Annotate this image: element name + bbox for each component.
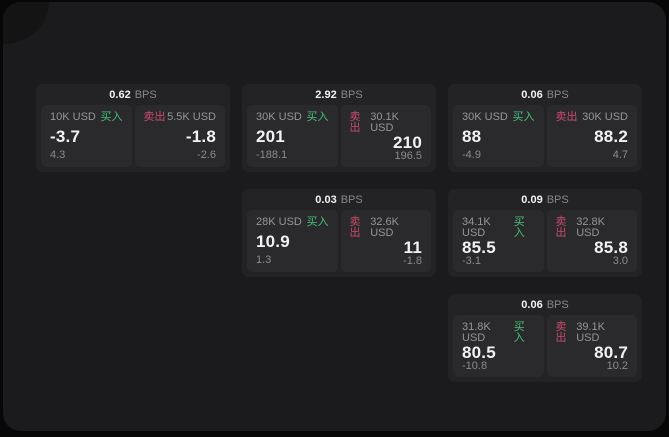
buy-tile[interactable]: 10K USD 买入 -3.7 4.3 [41,105,132,167]
sell-tile[interactable]: 卖出 39.1K USD 80.7 10.2 [546,315,637,377]
buy-sell-tiles: 10K USD 买入 -3.7 4.3 卖出 5.5K USD -1.8 -2.… [41,105,225,167]
buy-sell-tiles: 30K USD 买入 201 -188.1 卖出 30.1K USD 210 1… [247,105,431,167]
buy-price: -3.7 [50,127,81,146]
sell-amount: 30K USD [582,111,628,123]
card-header: 0.06 BPS [453,84,637,105]
sell-sub-value: 196.5 [394,150,422,162]
sell-tag: 卖出 [349,111,361,134]
buy-tag: 买入 [306,111,329,123]
sell-price: 88.2 [594,127,628,146]
sell-tag: 卖出 [555,321,567,344]
buy-price: 88 [462,127,482,146]
buy-tag: 买入 [513,321,525,344]
buy-sub-value: -4.9 [462,149,481,161]
card-header: 0.09 BPS [453,189,637,210]
buy-tile[interactable]: 30K USD 买入 88 -4.9 [453,105,544,167]
card-header: 2.92 BPS [247,84,431,105]
buy-amount: 34.1K USD [462,216,491,239]
bps-value: 0.09 [521,193,543,206]
sell-amount: 5.5K USD [167,111,216,123]
card-header: 0.03 BPS [247,189,431,210]
buy-amount: 30K USD [256,111,302,123]
bps-unit-label: BPS [134,88,157,101]
buy-amount: 31.8K USD [462,321,491,344]
sell-sub-value: 4.7 [612,149,628,161]
buy-sell-tiles: 34.1K USD 买入 85.5 -3.1 卖出 32.8K USD 85.8… [453,210,637,272]
buy-tag: 买入 [513,216,525,239]
sell-price: 85.8 [594,238,628,257]
bps-value: 0.03 [315,193,337,206]
sell-tag: 卖出 [555,216,567,239]
buy-tag: 买入 [512,111,535,123]
quote-card-4: 0.03 BPS 28K USD 买入 10.9 1.3 卖出 32.6K US… [242,189,436,277]
sell-tag: 卖出 [143,111,166,123]
sell-price: 11 [403,238,422,257]
buy-tag: 买入 [100,111,123,123]
quote-card-grid: 0.62 BPS 10K USD 买入 -3.7 4.3 卖出 5.5K USD [36,84,642,382]
sell-tile[interactable]: 卖出 5.5K USD -1.8 -2.6 [134,105,225,167]
card-header: 0.06 BPS [453,294,637,315]
buy-sub-value: 1.3 [256,254,272,266]
quote-card-1: 0.62 BPS 10K USD 买入 -3.7 4.3 卖出 5.5K USD [36,84,230,172]
sell-tag: 卖出 [555,111,578,123]
buy-sub-value: -3.1 [462,255,481,267]
buy-tag: 买入 [306,216,329,228]
bps-unit-label: BPS [546,193,569,206]
sell-amount: 30.1K USD [370,111,399,134]
buy-sub-value: -188.1 [256,149,288,161]
buy-tile[interactable]: 30K USD 买入 201 -188.1 [247,105,338,167]
quote-card-3: 0.06 BPS 30K USD 买入 88 -4.9 卖出 30K USD [448,84,642,172]
quote-card-5: 0.09 BPS 34.1K USD 买入 85.5 -3.1 卖出 32.8K… [448,189,642,277]
bps-value: 0.06 [521,88,543,101]
sell-sub-value: 10.2 [606,360,628,372]
card-header: 0.62 BPS [41,84,225,105]
buy-sell-tiles: 30K USD 买入 88 -4.9 卖出 30K USD 88.2 4.7 [453,105,637,167]
sell-tile[interactable]: 卖出 30.1K USD 210 196.5 [340,105,431,167]
sell-tile[interactable]: 卖出 32.6K USD 11 -1.8 [340,210,431,272]
buy-sub-value: -10.8 [462,360,488,372]
sell-tag: 卖出 [349,216,361,239]
buy-tile[interactable]: 34.1K USD 买入 85.5 -3.1 [453,210,544,272]
bps-unit-label: BPS [546,88,569,101]
quote-card-6: 0.06 BPS 31.8K USD 买入 80.5 -10.8 卖出 39.1… [448,294,642,382]
bps-unit-label: BPS [340,193,363,206]
buy-tile[interactable]: 28K USD 买入 10.9 1.3 [247,210,338,272]
sell-amount: 32.6K USD [370,216,399,239]
buy-sub-value: 4.3 [50,149,66,161]
buy-price: 10.9 [256,232,290,251]
buy-tile[interactable]: 31.8K USD 买入 80.5 -10.8 [453,315,544,377]
quote-card-2: 2.92 BPS 30K USD 买入 201 -188.1 卖出 30.1K … [242,84,436,172]
bps-value: 2.92 [315,88,337,101]
buy-amount: 30K USD [462,111,508,123]
sell-price: 80.7 [594,343,628,362]
sell-amount: 39.1K USD [576,321,605,344]
sell-sub-value: 3.0 [612,255,628,267]
bps-value: 0.62 [109,88,131,101]
buy-price: 201 [256,127,285,146]
buy-sell-tiles: 28K USD 买入 10.9 1.3 卖出 32.6K USD 11 -1.8 [247,210,431,272]
sell-tile[interactable]: 卖出 30K USD 88.2 4.7 [546,105,637,167]
main-panel: 0.62 BPS 10K USD 买入 -3.7 4.3 卖出 5.5K USD [3,2,666,431]
sell-sub-value: -2.6 [197,149,216,161]
buy-price: 85.5 [462,238,496,257]
sell-price: -1.8 [185,127,216,146]
buy-amount: 10K USD [50,111,96,123]
sell-sub-value: -1.8 [403,255,422,267]
buy-amount: 28K USD [256,216,302,228]
bps-value: 0.06 [521,298,543,311]
buy-price: 80.5 [462,343,496,362]
sell-amount: 32.8K USD [576,216,605,239]
bps-unit-label: BPS [546,298,569,311]
bps-unit-label: BPS [340,88,363,101]
corner-shade [3,2,49,44]
sell-tile[interactable]: 卖出 32.8K USD 85.8 3.0 [546,210,637,272]
sell-price: 210 [393,133,422,152]
buy-sell-tiles: 31.8K USD 买入 80.5 -10.8 卖出 39.1K USD 80.… [453,315,637,377]
